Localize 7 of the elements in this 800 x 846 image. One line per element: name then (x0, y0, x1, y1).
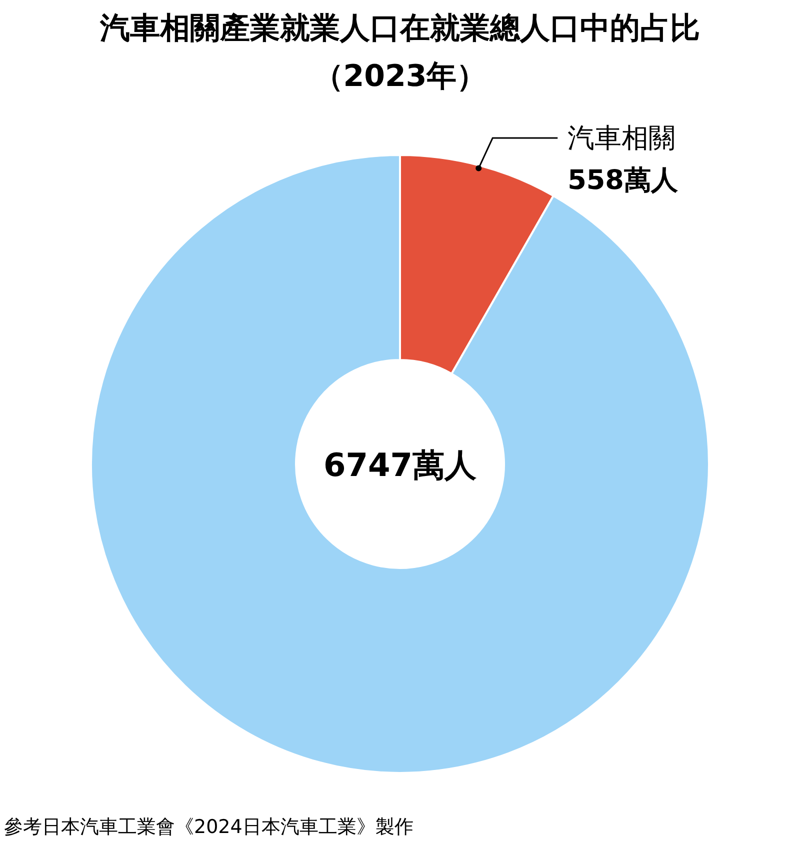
donut-slice (90, 154, 710, 774)
slice-label: 汽車相關 (568, 123, 676, 154)
chart-title: 汽車相關產業就業人口在就業總人口中的占比 (99, 11, 700, 46)
chart-subtitle: （2023年） (313, 59, 487, 94)
text: 參考日本汽車工業會《2024日本汽車工業》製作 (4, 816, 414, 838)
text: 6747萬人 (323, 446, 478, 484)
data-label: 558萬人 (568, 165, 679, 196)
